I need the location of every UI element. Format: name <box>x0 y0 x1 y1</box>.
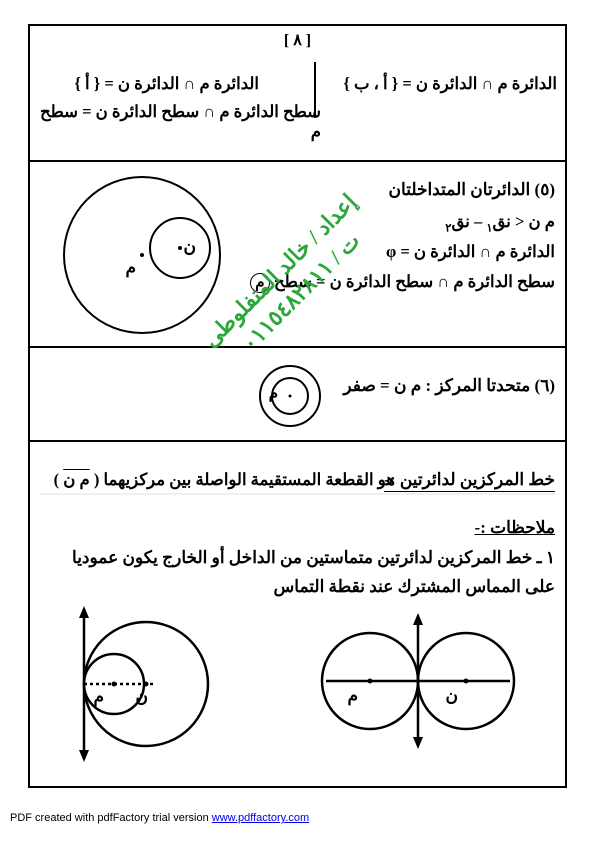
divider-3 <box>30 440 565 442</box>
divider-1 <box>30 160 565 162</box>
sec5-label-m: م <box>125 258 136 278</box>
int-center-n-dot <box>144 682 149 687</box>
section-5-title: (٥) الدائرتان المتداخلتان <box>389 180 555 200</box>
shadow-line <box>40 493 555 495</box>
sec6-center <box>289 395 292 398</box>
int-arrow-bottom <box>79 750 89 762</box>
sec5-center-m <box>140 253 144 257</box>
sec6-label: م <box>269 386 278 402</box>
sec5-l1-pre: م ن < نق <box>493 212 555 231</box>
section-6-diagram: م <box>250 356 330 436</box>
int-label-n: ن <box>136 687 148 706</box>
ext-arrow-bottom <box>413 737 423 749</box>
line-of-centers-desc: هو القطعة المستقيمة الواصلة بين مركزيهما… <box>54 470 395 490</box>
section-6-title: (٦) متحدتا المركز : م ن = صفر <box>343 376 555 396</box>
int-arrow-top <box>79 606 89 618</box>
loc-desc-pre: هو القطعة المستقيمة الواصلة بين مركزيهما… <box>90 470 395 489</box>
section-1: الدائرة م ∩ الدائرة ن = { أ ، ب } الدائر… <box>36 62 559 152</box>
page-number: [ ٨ ] <box>0 30 595 50</box>
sec5-label-n: ن <box>184 237 196 256</box>
section-1-right-text: الدائرة م ∩ الدائرة ن = { أ ، ب } <box>343 74 557 94</box>
section-1-left-text2: سطح الدائرة م ∩ سطح الدائرة ن = سطح م <box>36 102 321 142</box>
sec5-l1-mid: – نق <box>451 212 486 231</box>
diagram-external-tangent: م ن <box>300 606 530 766</box>
ext-center-m-dot <box>368 679 373 684</box>
ext-label-n: ن <box>446 686 458 705</box>
section-5-diagram: م ن <box>42 170 242 340</box>
section-5-line1: م ن < نق١ – نق٢ <box>445 212 555 234</box>
footer-link[interactable]: www.pdffactory.com <box>212 812 309 824</box>
sec5-l3-pre: سطح الدائرة م ∩ سطح الدائرة ن = سطح <box>270 272 555 291</box>
notes-label: ملاحظات :- <box>475 518 555 538</box>
ext-arrow-top <box>413 613 423 625</box>
divider-2 <box>30 346 565 348</box>
loc-desc-post: ) <box>54 470 64 489</box>
note-1: ١ ـ خط المركزين لدائرتين متماستين من الد… <box>40 544 555 602</box>
pdf-footer: PDF created with pdfFactory trial versio… <box>10 812 309 824</box>
diagram-internal-tangent: م ن <box>54 606 254 766</box>
ext-label-m: م <box>347 686 358 706</box>
loc-desc-seg: م ن <box>63 470 89 489</box>
section-1-left-text: الدائرة م ∩ الدائرة ن = { أ } <box>74 74 259 94</box>
int-center-m-dot <box>112 682 117 687</box>
footer-text: PDF created with pdfFactory trial versio… <box>10 812 212 824</box>
sec5-center-n <box>178 246 182 250</box>
line-of-centers-label: خط المركزين لدائرتين :- <box>384 470 555 492</box>
int-label-m: م <box>93 687 104 707</box>
ext-center-n-dot <box>464 679 469 684</box>
section-5-line2: الدائرة م ∩ الدائرة ن = φ <box>386 242 555 262</box>
section-5-line3: سطح الدائرة م ∩ سطح الدائرة ن = سطح م <box>250 272 555 293</box>
sec5-l3-circle: م <box>250 273 270 293</box>
